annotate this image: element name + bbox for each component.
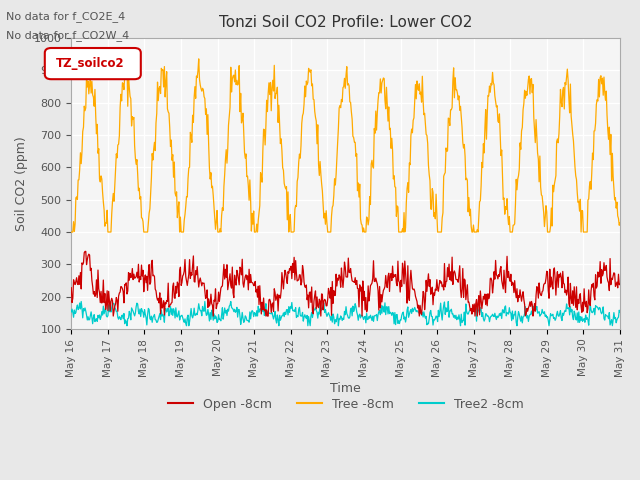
Title: Tonzi Soil CO2 Profile: Lower CO2: Tonzi Soil CO2 Profile: Lower CO2 [219,15,472,30]
Legend: Open -8cm, Tree -8cm, Tree2 -8cm: Open -8cm, Tree -8cm, Tree2 -8cm [163,393,529,416]
Y-axis label: Soil CO2 (ppm): Soil CO2 (ppm) [15,136,28,231]
Text: No data for f_CO2E_4: No data for f_CO2E_4 [6,11,125,22]
Text: TZ_soilco2: TZ_soilco2 [56,57,125,70]
X-axis label: Time: Time [330,382,361,395]
Text: No data for f_CO2W_4: No data for f_CO2W_4 [6,30,130,41]
